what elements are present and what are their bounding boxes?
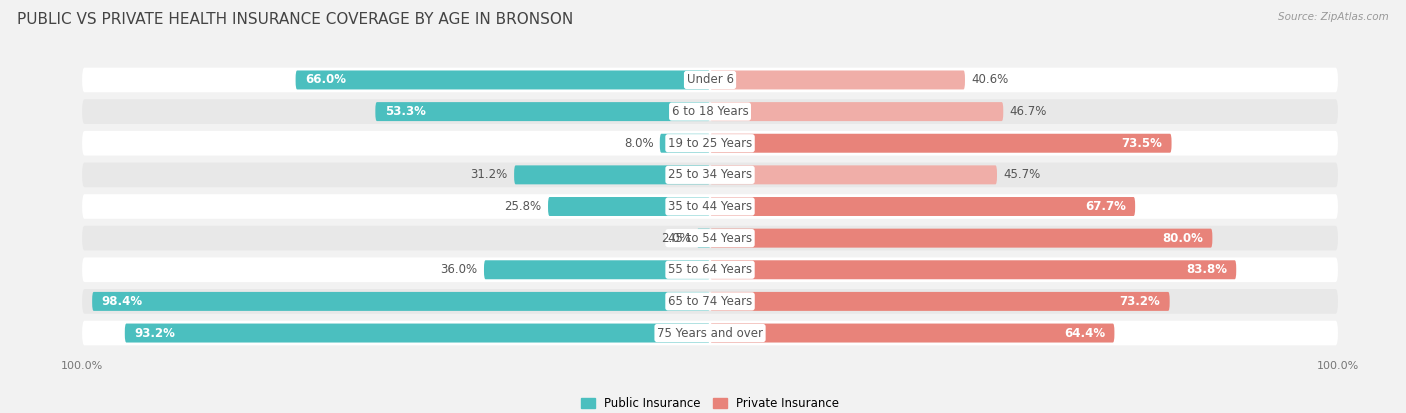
Text: 2.0%: 2.0% [661, 232, 692, 244]
Text: 64.4%: 64.4% [1064, 327, 1105, 339]
FancyBboxPatch shape [710, 292, 1170, 311]
FancyBboxPatch shape [710, 260, 1236, 279]
FancyBboxPatch shape [484, 260, 710, 279]
Text: Source: ZipAtlas.com: Source: ZipAtlas.com [1278, 12, 1389, 22]
FancyBboxPatch shape [710, 102, 1004, 121]
Text: 66.0%: 66.0% [305, 74, 346, 86]
Text: 93.2%: 93.2% [134, 327, 176, 339]
Text: 73.2%: 73.2% [1119, 295, 1160, 308]
FancyBboxPatch shape [82, 99, 1339, 124]
FancyBboxPatch shape [710, 165, 997, 184]
Text: 40.6%: 40.6% [972, 74, 1008, 86]
Text: 25.8%: 25.8% [505, 200, 541, 213]
Text: 75 Years and over: 75 Years and over [657, 327, 763, 339]
FancyBboxPatch shape [125, 323, 710, 342]
Text: 73.5%: 73.5% [1121, 137, 1163, 150]
FancyBboxPatch shape [697, 229, 710, 248]
FancyBboxPatch shape [515, 165, 710, 184]
FancyBboxPatch shape [82, 68, 1339, 92]
Text: Under 6: Under 6 [686, 74, 734, 86]
Text: 67.7%: 67.7% [1085, 200, 1126, 213]
Text: 6 to 18 Years: 6 to 18 Years [672, 105, 748, 118]
Text: 8.0%: 8.0% [624, 137, 654, 150]
Text: 98.4%: 98.4% [101, 295, 142, 308]
Text: 53.3%: 53.3% [385, 105, 426, 118]
FancyBboxPatch shape [82, 163, 1339, 187]
Text: 80.0%: 80.0% [1163, 232, 1204, 244]
Text: 35 to 44 Years: 35 to 44 Years [668, 200, 752, 213]
FancyBboxPatch shape [710, 229, 1212, 248]
Text: 19 to 25 Years: 19 to 25 Years [668, 137, 752, 150]
Text: 46.7%: 46.7% [1010, 105, 1047, 118]
Text: 55 to 64 Years: 55 to 64 Years [668, 263, 752, 276]
FancyBboxPatch shape [82, 257, 1339, 282]
FancyBboxPatch shape [375, 102, 710, 121]
FancyBboxPatch shape [93, 292, 710, 311]
Text: 25 to 34 Years: 25 to 34 Years [668, 169, 752, 181]
Text: 83.8%: 83.8% [1185, 263, 1227, 276]
FancyBboxPatch shape [82, 194, 1339, 219]
FancyBboxPatch shape [82, 131, 1339, 156]
FancyBboxPatch shape [710, 71, 965, 90]
FancyBboxPatch shape [548, 197, 710, 216]
Text: 31.2%: 31.2% [471, 169, 508, 181]
FancyBboxPatch shape [710, 134, 1171, 153]
Text: PUBLIC VS PRIVATE HEALTH INSURANCE COVERAGE BY AGE IN BRONSON: PUBLIC VS PRIVATE HEALTH INSURANCE COVER… [17, 12, 574, 27]
FancyBboxPatch shape [710, 323, 1115, 342]
Text: 36.0%: 36.0% [440, 263, 478, 276]
FancyBboxPatch shape [82, 226, 1339, 250]
FancyBboxPatch shape [82, 289, 1339, 314]
Text: 45.7%: 45.7% [1004, 169, 1040, 181]
FancyBboxPatch shape [659, 134, 710, 153]
FancyBboxPatch shape [295, 71, 710, 90]
Legend: Public Insurance, Private Insurance: Public Insurance, Private Insurance [576, 392, 844, 413]
FancyBboxPatch shape [82, 321, 1339, 345]
FancyBboxPatch shape [710, 197, 1135, 216]
Text: 65 to 74 Years: 65 to 74 Years [668, 295, 752, 308]
Text: 45 to 54 Years: 45 to 54 Years [668, 232, 752, 244]
